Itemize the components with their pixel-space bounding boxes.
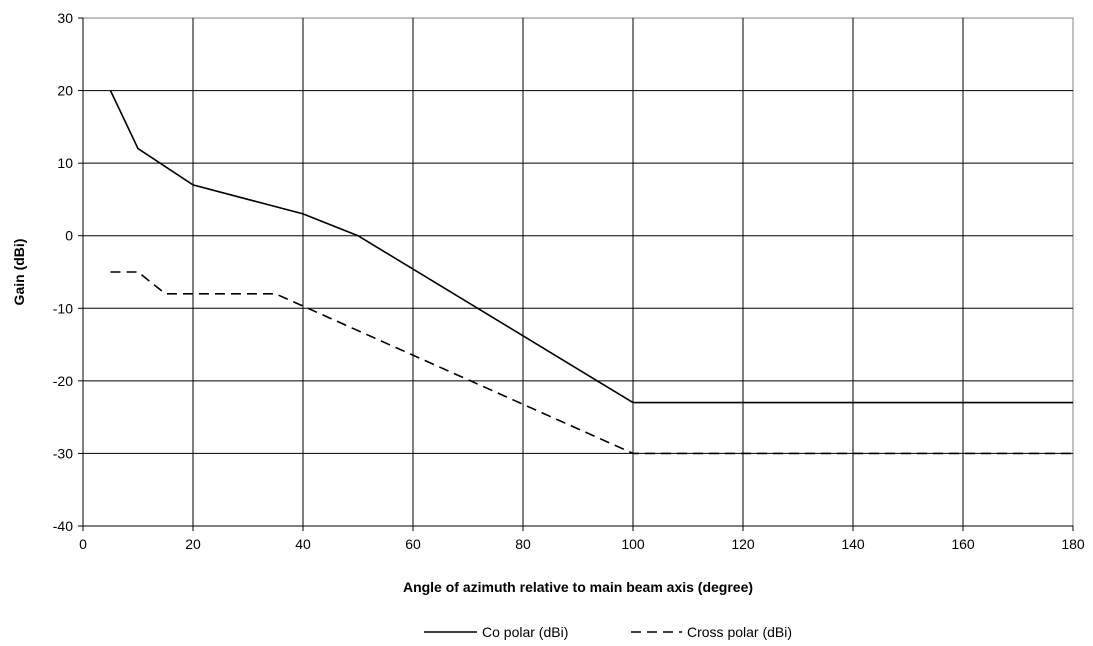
legend: Co polar (dBi) Cross polar (dBi) <box>424 624 792 640</box>
plot-area <box>82 17 1074 527</box>
series-line-cross-polar <box>110 271 1073 455</box>
legend-label-cross-polar: Cross polar (dBi) <box>687 624 792 640</box>
series-line-co-polar <box>109 90 1073 404</box>
x-tick-label: 80 <box>515 536 531 552</box>
legend-label-co-polar: Co polar (dBi) <box>482 624 568 640</box>
grid-lines <box>83 18 1073 526</box>
y-tick-label: 0 <box>65 228 73 244</box>
y-tick-label: -10 <box>53 300 73 316</box>
x-tick-label: 60 <box>405 536 421 552</box>
axes <box>78 17 1074 531</box>
x-tick-label: 180 <box>1061 536 1085 552</box>
series-lines <box>109 90 1073 455</box>
x-tick-label: 100 <box>621 536 645 552</box>
tick-labels: 0 20 40 60 80 100 120 140 160 180 -40 -30 -20 -10 0 10 2… <box>53 10 1085 552</box>
x-axis-title: Angle of azimuth relative to main beam a… <box>403 579 753 595</box>
x-tick-label: 0 <box>79 536 87 552</box>
y-tick-label: 30 <box>57 10 73 26</box>
y-tick-label: 10 <box>57 155 73 171</box>
x-tick-label: 140 <box>841 536 865 552</box>
y-axis-title: Gain (dBi) <box>11 239 27 306</box>
x-tick-label: 120 <box>731 536 755 552</box>
y-tick-label: -20 <box>53 373 73 389</box>
y-tick-label: -40 <box>53 518 73 534</box>
x-tick-label: 20 <box>185 536 201 552</box>
y-tick-label: 20 <box>57 83 73 99</box>
x-tick-label: 40 <box>295 536 311 552</box>
x-tick-label: 160 <box>951 536 975 552</box>
y-tick-label: -30 <box>53 445 73 461</box>
